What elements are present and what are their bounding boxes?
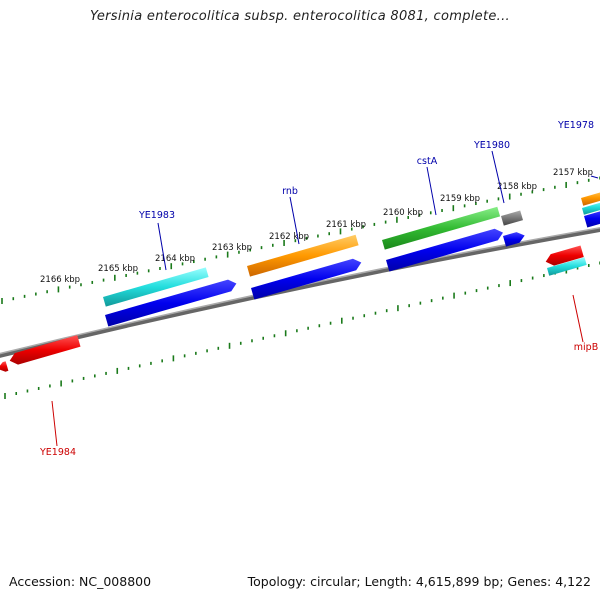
- tick-label: 2157 kbp: [553, 168, 593, 178]
- tick-label: 2163 kbp: [212, 243, 252, 253]
- feature-orange-rnb: [247, 234, 359, 277]
- gene-label-rnb: rnb: [282, 186, 298, 197]
- tick-label: 2164 kbp: [155, 254, 195, 264]
- cds-forward-ye1983: [105, 279, 237, 327]
- tick-label: 2161 kbp: [326, 220, 366, 230]
- cds-reverse-red-upper: [545, 245, 584, 266]
- leader-line-rnb: [289, 196, 300, 245]
- inner-tick-row: [4, 261, 600, 399]
- tick-label: 2162 kbp: [269, 232, 309, 242]
- accession-text: Accession: NC_008800: [9, 574, 152, 589]
- feature-cyan-mipb: [547, 257, 587, 276]
- leader-line-ye1978: [590, 175, 599, 179]
- genome-backbone: [0, 227, 600, 358]
- leader-line-ye1983: [157, 222, 167, 271]
- tick-label: 2159 kbp: [440, 194, 480, 204]
- map-title: Yersinia enterocolitica subsp. enterocol…: [90, 9, 510, 24]
- feature-green-csta: [382, 206, 501, 250]
- feature-orange-edge: [581, 192, 600, 206]
- cds-forward-ye1978: [584, 211, 600, 228]
- cds-forward-csta: [386, 228, 503, 272]
- feature-cyan-edge: [582, 202, 600, 215]
- cds-reverse-ye1984: [9, 335, 81, 365]
- topology-text: Topology: circular; Length: 4,615,899 bp…: [247, 574, 591, 589]
- tick-label: 2166 kbp: [40, 275, 80, 285]
- tick-label: 2165 kbp: [98, 264, 138, 274]
- feature-cyan-ye1983: [103, 267, 209, 307]
- gene-label-csta: cstA: [417, 156, 438, 167]
- leader-line-ye1980: [491, 150, 505, 204]
- outer-tick-row: [1, 176, 600, 304]
- tick-label: 2160 kbp: [383, 208, 423, 218]
- feature-gray: [501, 210, 523, 226]
- cds-forward-rnb: [251, 258, 362, 300]
- gene-label-ye1978: YE1978: [557, 120, 594, 131]
- gene-label-ye1983: YE1983: [138, 210, 175, 221]
- leader-line-mipb: [572, 294, 584, 343]
- gene-label-ye1984: YE1984: [39, 447, 76, 458]
- tick-label: 2158 kbp: [497, 182, 537, 192]
- leader-line-ye1984: [51, 400, 58, 447]
- cds-reverse-edge: [0, 361, 9, 372]
- cds-forward-ye1980: [503, 232, 525, 247]
- leader-line-csta: [426, 166, 437, 216]
- gene-label-mipb: mipB: [574, 342, 598, 353]
- gene-label-ye1980: YE1980: [473, 140, 510, 151]
